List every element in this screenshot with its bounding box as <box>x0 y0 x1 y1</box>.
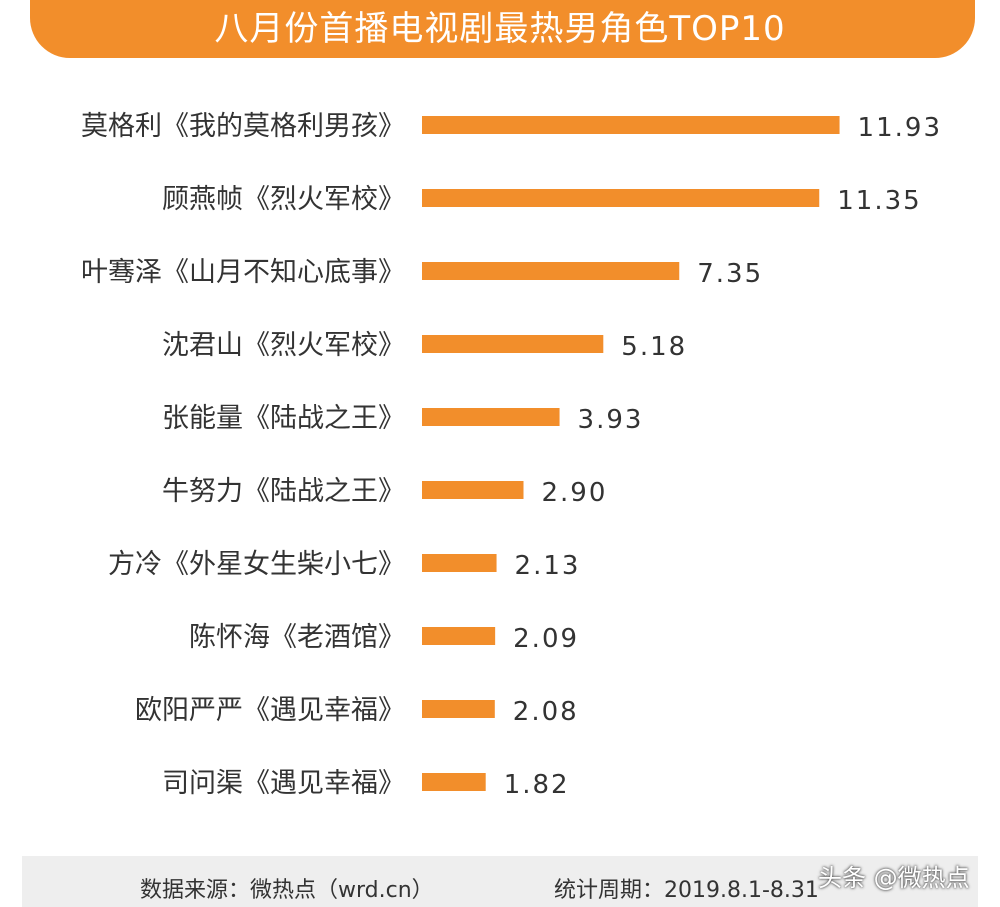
bar <box>422 700 495 718</box>
bar <box>422 189 820 207</box>
bar <box>422 554 497 572</box>
value-label: 11.93 <box>858 113 942 143</box>
category-label: 司问渠《遇见幸福》 <box>162 768 405 799</box>
category-label: 欧阳严严《遇见幸福》 <box>135 695 405 726</box>
data-source: 数据来源：微热点（wrd.cn） <box>140 878 434 903</box>
bar <box>422 335 604 353</box>
category-label: 牛努力《陆战之王》 <box>162 476 405 507</box>
value-label: 2.13 <box>515 551 581 581</box>
value-label: 11.35 <box>837 186 921 216</box>
value-label: 7.35 <box>697 259 763 289</box>
bar-chart: 莫格利《我的莫格利男孩》 11.93 顾燕帧《烈火军校》 11.35 叶骞泽《山月不知心… <box>81 111 942 800</box>
bar <box>422 116 840 134</box>
category-label: 陈怀海《老酒馆》 <box>189 622 405 653</box>
bar <box>422 773 486 791</box>
category-label: 方冷《外星女生柴小七》 <box>108 549 405 580</box>
value-label: 1.82 <box>504 770 570 800</box>
title-banner <box>30 0 975 58</box>
category-label: 莫格利《我的莫格利男孩》 <box>81 111 405 142</box>
value-label: 2.90 <box>542 478 608 508</box>
value-label: 2.08 <box>513 697 579 727</box>
value-label: 3.93 <box>578 405 644 435</box>
bar <box>422 627 496 645</box>
category-label: 叶骞泽《山月不知心底事》 <box>81 257 405 288</box>
statistics-period: 统计周期：2019.8.1-8.31 <box>554 878 819 903</box>
bar <box>422 408 560 426</box>
footer-bar <box>22 856 978 907</box>
bar <box>422 262 680 280</box>
value-label: 2.09 <box>513 624 579 654</box>
category-label: 顾燕帧《烈火军校》 <box>162 184 405 215</box>
watermark: 头条 @微热点 <box>818 864 970 892</box>
category-label: 张能量《陆战之王》 <box>162 403 405 434</box>
category-label: 沈君山《烈火军校》 <box>162 330 405 361</box>
chart-title: 八月份首播电视剧最热男角色TOP10 <box>214 9 786 49</box>
bar <box>422 481 524 499</box>
value-label: 5.18 <box>621 332 687 362</box>
